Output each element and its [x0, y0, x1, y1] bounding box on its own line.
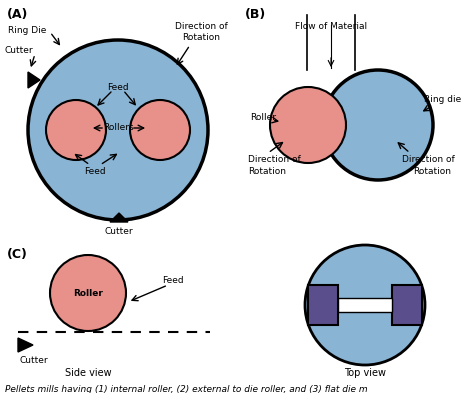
Text: Feed: Feed — [107, 83, 129, 92]
Text: Roller: Roller — [73, 288, 103, 298]
Circle shape — [28, 40, 208, 220]
Polygon shape — [18, 338, 33, 352]
Text: Cutter: Cutter — [5, 46, 34, 55]
Circle shape — [50, 255, 126, 331]
Text: Cutter: Cutter — [20, 356, 49, 365]
Text: Direction of: Direction of — [248, 155, 301, 164]
Text: Pellets mills having (1) internal roller, (2) external to die roller, and (3) fl: Pellets mills having (1) internal roller… — [5, 385, 368, 393]
Text: Direction of: Direction of — [175, 22, 228, 31]
Text: Ring Die: Ring Die — [8, 26, 46, 35]
Circle shape — [323, 70, 433, 180]
Polygon shape — [28, 72, 40, 88]
Text: (B): (B) — [245, 8, 266, 21]
Bar — [338, 298, 392, 312]
Text: Ring die: Ring die — [424, 95, 461, 105]
Text: Rotation: Rotation — [182, 33, 220, 42]
Text: Feed: Feed — [84, 167, 106, 176]
Text: (C): (C) — [7, 248, 28, 261]
Circle shape — [130, 100, 190, 160]
Polygon shape — [110, 213, 128, 222]
Text: (A): (A) — [7, 8, 28, 21]
Text: Side view: Side view — [64, 368, 111, 378]
Bar — [308, 285, 338, 325]
Text: Flow of Material: Flow of Material — [295, 22, 367, 31]
Circle shape — [46, 100, 106, 160]
Text: Roller: Roller — [250, 114, 276, 123]
Text: Rotation: Rotation — [413, 167, 451, 176]
Circle shape — [305, 245, 425, 365]
Bar — [392, 285, 422, 325]
Text: Cutter: Cutter — [105, 227, 133, 236]
Text: Rollers: Rollers — [103, 123, 133, 132]
Text: Rotation: Rotation — [248, 167, 286, 176]
Text: Feed: Feed — [162, 276, 183, 285]
Text: Direction of: Direction of — [402, 155, 455, 164]
Circle shape — [270, 87, 346, 163]
Text: Top view: Top view — [344, 368, 386, 378]
